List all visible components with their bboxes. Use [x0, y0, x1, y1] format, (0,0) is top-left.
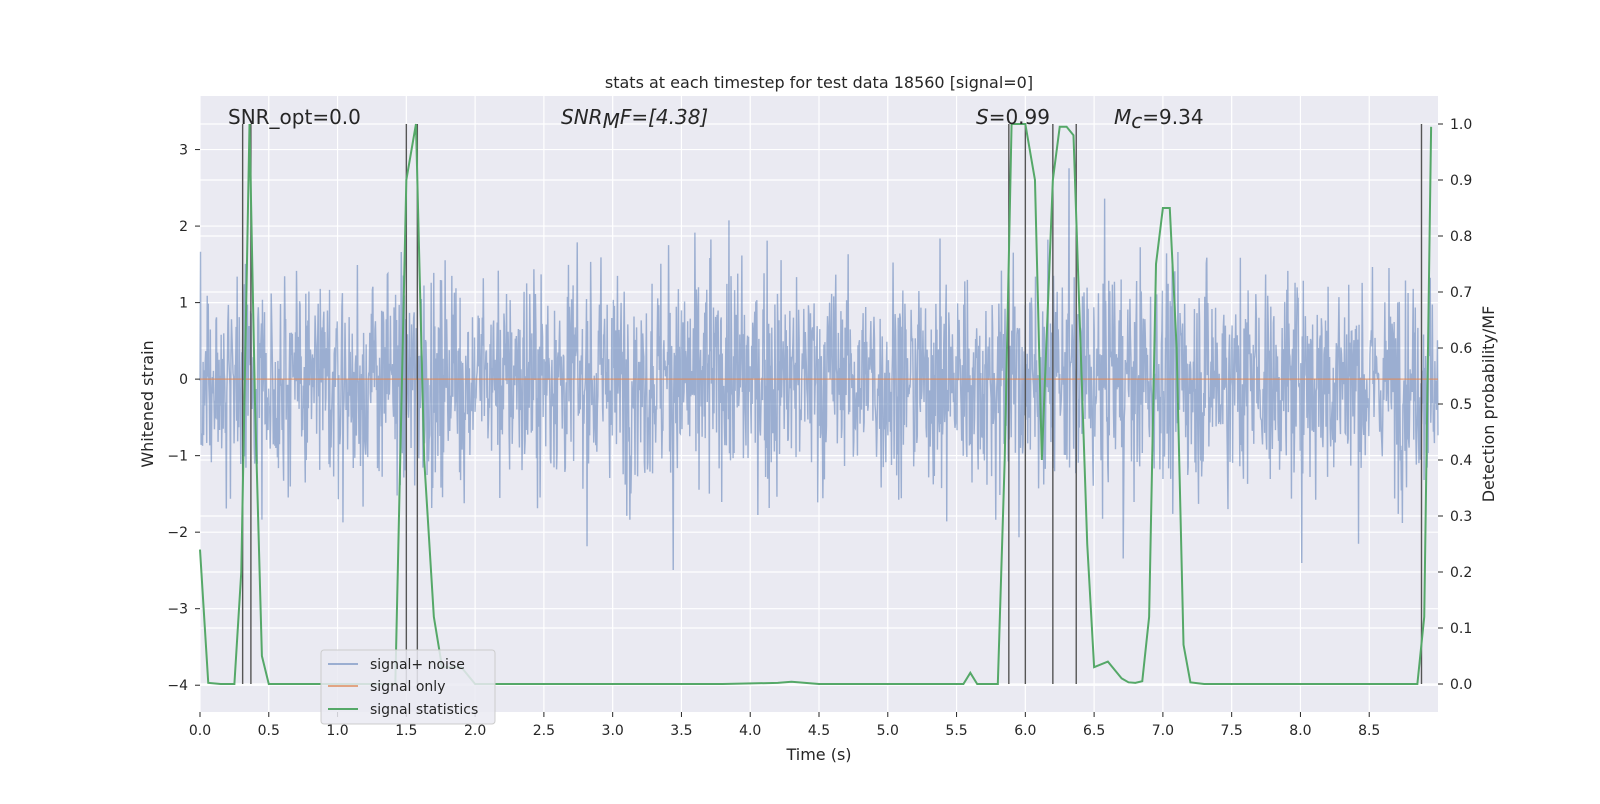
- y-ticks-left: −4 −3 −2 −1 0 1 2 3: [167, 143, 200, 694]
- y-tick-label-right: 0.1: [1450, 621, 1472, 637]
- annotation-s-value: =0.99: [989, 105, 1050, 129]
- x-tick-label: 3.0: [602, 723, 624, 739]
- x-tick-label: 7.5: [1221, 723, 1243, 739]
- annotation-snr-mf: SNRMF=[4.38]: [561, 105, 708, 133]
- y-tick-label-left: −4: [167, 678, 188, 694]
- legend-label-signal-noise: signal+ noise: [370, 657, 465, 673]
- y-tick-label-left: −3: [167, 602, 188, 618]
- x-tick-label: 7.0: [1152, 723, 1174, 739]
- y-tick-label-right: 0.9: [1450, 173, 1472, 189]
- y-tick-label-left: 1: [179, 296, 188, 312]
- y-tick-label-left: 0: [179, 372, 188, 388]
- legend-label-signal-statistics: signal statistics: [370, 702, 478, 718]
- x-tick-label: 4.5: [808, 723, 830, 739]
- annotation-s: S=0.99: [976, 105, 1050, 129]
- x-ticks: 0.0 0.5 1.0 1.5 2.0 2.5 3.0 3.5 4.0 4.5 5.0 5.5 6.0 6…: [189, 712, 1380, 739]
- annotation-snr-mf-main: SNR: [561, 105, 603, 129]
- y-tick-label-right: 0.7: [1450, 285, 1472, 301]
- y-tick-label-left: −2: [167, 525, 188, 541]
- y-axis-label-left: Whitened strain: [138, 340, 157, 467]
- y-axis-label-right: Detection probability/MF: [1479, 306, 1498, 503]
- legend-box: [320, 649, 496, 725]
- y-tick-label-right: 0.3: [1450, 509, 1472, 525]
- annotation-mc: Mc=9.34: [1114, 105, 1204, 133]
- x-tick-label: 8.0: [1289, 723, 1311, 739]
- y-tick-label-left: −1: [167, 449, 188, 465]
- x-axis-label: Time (s): [785, 745, 851, 764]
- y-tick-label-right: 0.6: [1450, 341, 1472, 357]
- x-tick-label: 8.5: [1358, 723, 1380, 739]
- y-ticks-right: 0.0 0.1 0.2 0.3 0.4 0.5 0.6 0.7 0.8 0.9 1.0: [1438, 117, 1472, 693]
- annotation-mc-value: =9.34: [1142, 105, 1203, 129]
- annotation-snr-opt: SNR_opt=0.0: [228, 105, 361, 129]
- y-tick-label-right: 0.2: [1450, 565, 1472, 581]
- x-tick-label: 4.0: [739, 723, 761, 739]
- y-tick-label-right: 0.8: [1450, 229, 1472, 245]
- y-tick-label-right: 0.4: [1450, 453, 1472, 469]
- x-tick-label: 5.0: [877, 723, 899, 739]
- x-tick-label: 0.5: [258, 723, 280, 739]
- legend-label-signal-only: signal only: [370, 679, 445, 695]
- chart-title: stats at each timestep for test data 185…: [605, 73, 1033, 92]
- y-tick-label-right: 0.5: [1450, 397, 1472, 413]
- x-tick-label: 5.5: [945, 723, 967, 739]
- x-tick-label: 6.0: [1014, 723, 1036, 739]
- x-tick-label: 2.0: [464, 723, 486, 739]
- x-tick-label: 0.0: [189, 723, 211, 739]
- y-tick-label-right: 0.0: [1450, 677, 1472, 693]
- x-tick-label: 2.5: [533, 723, 555, 739]
- x-tick-label: 1.0: [326, 723, 348, 739]
- annotation-mc-sub: c: [1131, 109, 1142, 133]
- y-tick-label-right: 1.0: [1450, 117, 1472, 133]
- x-tick-label: 1.5: [395, 723, 417, 739]
- legend: signal+ noise signal only signal statist…: [320, 649, 496, 725]
- x-tick-label: 3.5: [670, 723, 692, 739]
- annotation-mc-symbol: M: [1114, 105, 1131, 129]
- y-tick-label-left: 2: [179, 219, 188, 235]
- y-tick-label-left: 3: [179, 143, 188, 159]
- annotation-snr-mf-rest: F=[4.38]: [620, 105, 708, 129]
- x-tick-label: 6.5: [1083, 723, 1105, 739]
- annotation-s-symbol: S: [976, 105, 989, 129]
- annotation-snr-mf-sub: M: [603, 109, 620, 133]
